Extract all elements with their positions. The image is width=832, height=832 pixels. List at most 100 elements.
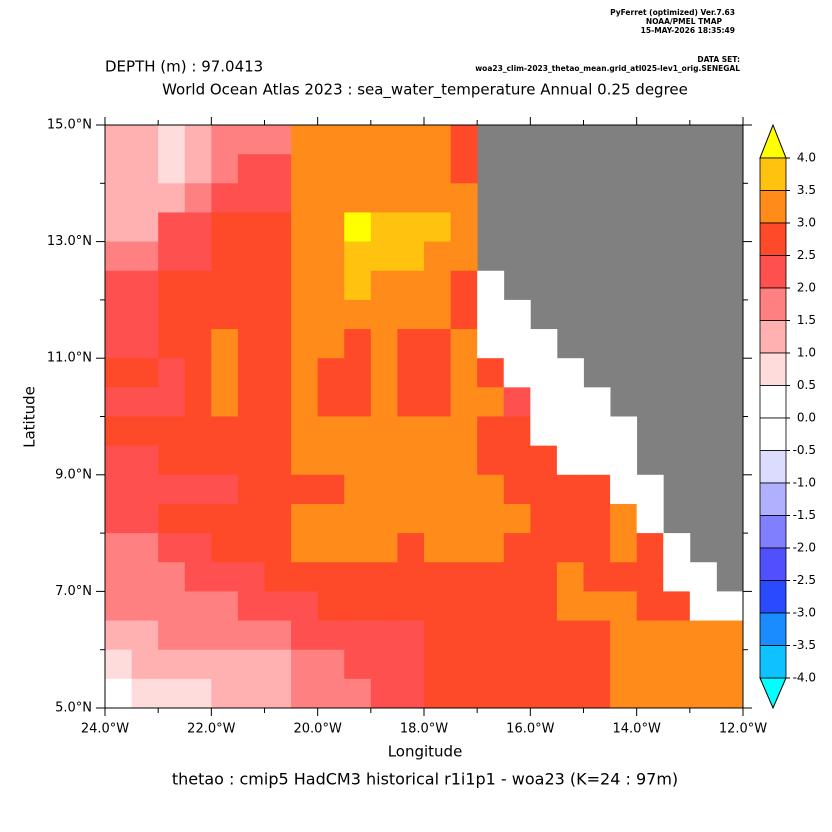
cell [131, 125, 159, 155]
cell [424, 678, 451, 709]
cell [370, 562, 398, 592]
cell [211, 270, 239, 301]
cell [450, 678, 478, 709]
cell [131, 591, 159, 621]
cell [264, 533, 292, 563]
cell [344, 503, 372, 534]
cell [237, 562, 265, 592]
cell [424, 562, 451, 592]
colorbar-label: 0.5 [797, 378, 816, 392]
colorbar-label: -3.0 [793, 606, 816, 620]
cell [583, 503, 611, 534]
colorbar-label: -0.5 [793, 443, 816, 457]
cell [503, 387, 531, 417]
cell [370, 649, 398, 680]
cell [503, 591, 531, 621]
cell [397, 241, 425, 272]
cell [158, 183, 186, 213]
cell [158, 154, 186, 184]
cell [370, 183, 398, 213]
cell [131, 620, 159, 651]
colorbar-label: -2.0 [793, 541, 816, 555]
cell [184, 649, 212, 680]
cell [317, 212, 345, 242]
cell [397, 183, 425, 213]
cell [184, 533, 212, 563]
cell [424, 387, 451, 417]
cell [424, 649, 451, 680]
cell [450, 445, 478, 476]
cell [237, 241, 265, 272]
cell [450, 212, 478, 242]
cell [291, 387, 319, 417]
cell [237, 387, 265, 417]
cell [583, 533, 611, 563]
cell [556, 678, 584, 709]
colorbar-swatch [759, 515, 787, 549]
cell [264, 678, 292, 709]
y-tick-label: 9.0°N [55, 467, 92, 482]
cell [105, 445, 132, 476]
colorbar-swatch [759, 450, 787, 484]
cell [477, 358, 505, 388]
cell [583, 591, 611, 621]
colorbar-label: 1.5 [797, 313, 816, 327]
cell [131, 329, 159, 359]
cell [397, 387, 425, 417]
cell [636, 562, 664, 592]
cell [211, 241, 239, 272]
colorbar-swatch [759, 547, 787, 581]
cell [370, 154, 398, 184]
cell [264, 241, 292, 272]
cell [105, 503, 132, 534]
cell [450, 416, 478, 447]
cell [105, 299, 132, 330]
colorbar-label: 3.5 [797, 183, 816, 197]
cell [503, 416, 531, 447]
cell [105, 416, 132, 447]
cell [211, 445, 239, 476]
cell [477, 620, 505, 651]
cell [158, 387, 186, 417]
dataset-name: woa23_clim-2023_thetao_mean.grid_atl025-… [475, 64, 740, 73]
cell [556, 649, 584, 680]
cell [610, 533, 638, 563]
cell [131, 154, 159, 184]
colorbar-swatch [759, 645, 787, 679]
cell [530, 329, 558, 359]
cell [211, 125, 239, 155]
cell [344, 649, 372, 680]
cell [237, 416, 265, 447]
colorbar-swatch [759, 190, 787, 224]
cell [424, 591, 451, 621]
cell [264, 620, 292, 651]
cell [291, 474, 319, 505]
cell [370, 503, 398, 534]
cell [583, 387, 611, 417]
cell [158, 503, 186, 534]
cell [158, 212, 186, 242]
cell [211, 620, 239, 651]
cell [397, 562, 425, 592]
cell [317, 562, 345, 592]
cell [344, 678, 372, 709]
cell [237, 591, 265, 621]
cell [291, 212, 319, 242]
cell [397, 503, 425, 534]
cell [424, 212, 451, 242]
cell [291, 270, 319, 301]
cell [716, 649, 744, 680]
cell [450, 649, 478, 680]
cell [583, 678, 611, 709]
cell [237, 503, 265, 534]
cell [503, 620, 531, 651]
cell [105, 241, 132, 272]
cell [530, 474, 558, 505]
cell [184, 474, 212, 505]
x-axis-title: Longitude [388, 743, 463, 761]
cell [636, 620, 664, 651]
colorbar-under [759, 677, 787, 710]
cell [264, 503, 292, 534]
cell [556, 503, 584, 534]
